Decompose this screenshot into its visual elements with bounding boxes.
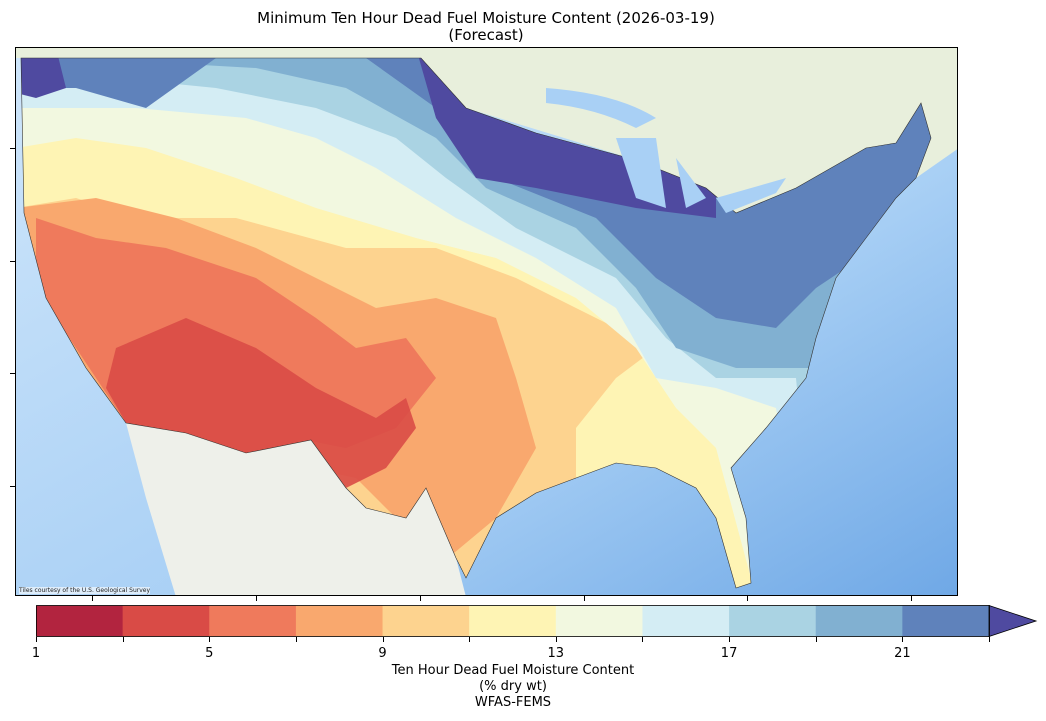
colorbar-tick bbox=[382, 637, 384, 642]
mexico-land bbox=[126, 423, 466, 595]
colorbar-bin bbox=[642, 605, 730, 637]
colorbar-tick bbox=[469, 637, 471, 642]
colorbar-tick bbox=[815, 637, 817, 642]
colorbar-bin bbox=[729, 605, 817, 637]
colorbar-bin bbox=[469, 605, 557, 637]
colorbar-bin bbox=[902, 605, 990, 637]
colorbar-tick-label: 1 bbox=[31, 646, 41, 661]
us-border bbox=[20, 57, 932, 589]
colorbar-tick-label: 5 bbox=[205, 646, 214, 661]
colorbar-tick bbox=[295, 637, 297, 642]
colorbar-bin bbox=[382, 605, 470, 637]
colorbar-tick bbox=[555, 637, 557, 642]
colorbar-tick bbox=[209, 637, 211, 642]
y-tick bbox=[10, 261, 15, 262]
colorbar bbox=[36, 605, 1038, 637]
y-tick bbox=[10, 373, 15, 374]
colorbar-tick bbox=[122, 637, 124, 642]
x-tick bbox=[256, 596, 257, 601]
map-panel bbox=[15, 47, 958, 596]
colorbar-tick-label: 13 bbox=[547, 646, 565, 661]
colorbar-label-line3: WFAS-FEMS bbox=[474, 695, 552, 710]
colorbar-tick bbox=[902, 637, 904, 642]
colorbar-tick bbox=[729, 637, 731, 642]
colorbar-label-line2: (% dry wt) bbox=[479, 679, 547, 694]
x-tick bbox=[584, 596, 585, 601]
colorbar-bin bbox=[555, 605, 643, 637]
canada-land bbox=[16, 48, 957, 213]
chart-title: Minimum Ten Hour Dead Fuel Moisture Cont… bbox=[257, 9, 715, 27]
attribution: Tiles courtesy of the U.S. Geological Su… bbox=[19, 587, 151, 594]
colorbar-extend-arrow bbox=[988, 605, 1038, 637]
colorbar-bin bbox=[36, 605, 124, 637]
x-tick bbox=[420, 596, 421, 601]
colorbar-bin bbox=[209, 605, 297, 637]
x-tick bbox=[92, 596, 93, 601]
colorbar-tick-label: 21 bbox=[894, 646, 911, 661]
map-svg bbox=[16, 48, 957, 595]
colorbar-tick bbox=[642, 637, 644, 642]
colorbar-bin bbox=[295, 605, 384, 637]
great-lakes bbox=[546, 88, 786, 213]
colorbar-tick bbox=[989, 637, 990, 642]
colorbar-label-line1: Ten Hour Dead Fuel Moisture Content bbox=[391, 663, 635, 678]
colorbar-outline bbox=[36, 605, 990, 637]
chart-subtitle: (Forecast) bbox=[448, 26, 524, 44]
y-tick bbox=[10, 148, 15, 149]
colorbar-bin bbox=[815, 605, 903, 637]
colorbar-tick-label: 9 bbox=[378, 646, 387, 661]
x-tick bbox=[747, 596, 748, 601]
colorbar-tick bbox=[36, 637, 37, 642]
colorbar-bin bbox=[122, 605, 210, 637]
x-tick bbox=[911, 596, 912, 601]
y-tick bbox=[10, 486, 15, 487]
colorbar-tick-label: 17 bbox=[720, 646, 738, 661]
